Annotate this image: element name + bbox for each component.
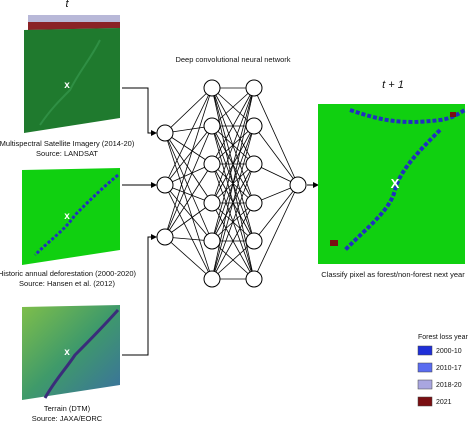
edge	[253, 87, 299, 186]
legend-label: 2021	[436, 399, 452, 406]
edge	[164, 125, 213, 238]
neuron	[203, 117, 221, 135]
legend-label: 2000-10	[436, 348, 462, 355]
edge	[211, 87, 255, 242]
edge	[164, 87, 213, 134]
edge	[164, 163, 213, 186]
time-label: t	[65, 0, 69, 10]
prediction-image	[318, 104, 466, 264]
edge	[211, 202, 255, 280]
input-source: Source: LANDSAT	[36, 149, 98, 158]
neuron	[156, 176, 174, 194]
edge	[253, 184, 299, 280]
edge	[164, 87, 213, 186]
edge	[211, 87, 255, 165]
neuron	[245, 155, 263, 173]
edge	[164, 236, 213, 280]
connectors	[122, 87, 319, 356]
edge	[253, 184, 299, 242]
neuron	[203, 194, 221, 212]
edge	[164, 132, 213, 204]
neuron	[245, 232, 263, 250]
neuron	[156, 228, 174, 246]
edge	[211, 163, 255, 280]
input-caption: Terrain (DTM)	[44, 404, 91, 413]
neuron	[245, 194, 263, 212]
legend: 2000-10 2010-17 2018-20 2021	[417, 345, 462, 407]
neuron	[289, 176, 307, 194]
neuron	[203, 155, 221, 173]
satellite-image	[24, 15, 120, 133]
edge	[164, 125, 213, 186]
edge	[164, 132, 213, 242]
deforestation-image	[22, 168, 120, 265]
output-caption: Classify pixel as forest/non-forest next…	[321, 270, 465, 279]
edge	[211, 240, 255, 280]
legend-swatch	[417, 396, 433, 407]
input-caption: Historic annual deforestation (2000-2020…	[0, 269, 137, 278]
neuron	[245, 117, 263, 135]
terrain-image	[22, 305, 120, 400]
input-caption: Multispectral Satellite Imagery (2014-20…	[0, 139, 135, 148]
legend-swatch	[417, 379, 433, 390]
neuron	[245, 79, 263, 97]
neural-network	[156, 79, 307, 288]
pixel-marker: X	[391, 176, 400, 191]
edge	[164, 132, 213, 165]
neuron	[203, 79, 221, 97]
neuron	[245, 270, 263, 288]
neuron	[156, 124, 174, 142]
legend-label: 2010-17	[436, 365, 462, 372]
edge	[164, 87, 213, 238]
edge	[253, 125, 299, 186]
edge	[211, 87, 255, 280]
pixel-marker: x	[64, 80, 70, 91]
edge	[211, 87, 255, 127]
edge	[164, 184, 213, 242]
edge	[164, 132, 213, 280]
neuron	[203, 232, 221, 250]
neuron	[203, 270, 221, 288]
input-source: Source: JAXA/EORC	[32, 414, 103, 423]
input-source: Source: Hansen et al. (2012)	[19, 279, 115, 288]
edge	[164, 202, 213, 238]
edge	[164, 184, 213, 280]
network-title: Deep convolutional neural network	[175, 55, 290, 64]
edge	[211, 87, 255, 204]
pixel-marker: x	[64, 347, 70, 358]
edge	[164, 163, 213, 238]
legend-swatch	[417, 362, 433, 373]
time-label: t + 1	[382, 79, 404, 91]
legend-title: Forest loss year	[418, 334, 468, 341]
legend-label: 2018-20	[436, 382, 462, 389]
pixel-marker: x	[64, 211, 70, 222]
edge	[211, 125, 255, 280]
legend-swatch	[417, 345, 433, 356]
